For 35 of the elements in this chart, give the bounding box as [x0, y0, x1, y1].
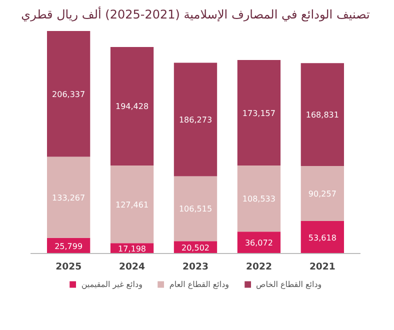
data-label: 206,337	[52, 90, 86, 99]
bar	[174, 62, 218, 176]
data-label: 186,273	[178, 115, 212, 124]
data-label: 36,072	[244, 238, 273, 248]
bar	[47, 156, 90, 238]
bar	[237, 166, 281, 232]
data-label: 133,267	[52, 193, 86, 202]
x-tick-label: 2023	[182, 262, 208, 273]
x-tick-label: 2022	[246, 262, 272, 273]
x-tick-label: 2024	[119, 262, 146, 273]
data-label: 53,618	[308, 233, 336, 242]
legend-label: ودائع القطاع العام	[169, 279, 230, 289]
bar	[237, 60, 281, 166]
x-tick-label: 2021	[309, 262, 336, 273]
chart-title: تصنيف الودائع في المصارف الإسلامية (2021-2025) ألف ريال قطري	[21, 6, 370, 22]
bar	[300, 220, 344, 254]
bar	[174, 176, 218, 242]
data-label: 194,428	[115, 102, 149, 112]
bar	[110, 46, 154, 166]
data-label: 17,198	[118, 244, 146, 254]
data-label: 90,257	[308, 189, 336, 198]
bar	[110, 165, 154, 244]
data-label: 25,799	[54, 242, 83, 251]
data-label: 108,533	[242, 194, 276, 204]
bar	[300, 166, 344, 221]
legend-label: ودائع القطاع الخاص	[256, 279, 322, 289]
data-label: 106,515	[178, 204, 212, 214]
data-label: 20,502	[182, 243, 210, 252]
data-label: 173,157	[242, 108, 276, 118]
bar	[47, 30, 90, 157]
x-tick-label: 2025	[56, 262, 82, 273]
data-label: 168,831	[306, 110, 339, 120]
bar	[300, 63, 344, 166]
data-label: 127,461	[115, 200, 149, 210]
legend-label: ودائع غير المقيمين	[81, 279, 142, 289]
